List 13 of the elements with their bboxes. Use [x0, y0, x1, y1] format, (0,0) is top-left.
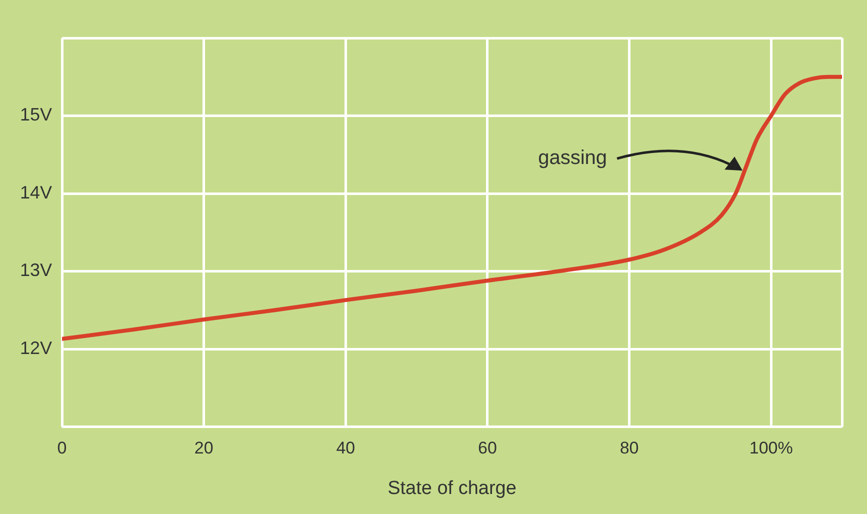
y-tick-label: 12V: [20, 338, 52, 358]
y-tick-label: 13V: [20, 260, 52, 280]
x-tick-label: 60: [478, 438, 497, 458]
x-tick-label: 40: [336, 438, 356, 458]
y-tick-label: 15V: [20, 104, 52, 125]
x-tick-label: 20: [194, 438, 214, 458]
annotation: gassing: [538, 147, 608, 170]
y-tick-label: 14V: [20, 182, 52, 202]
x-axis-title: State of charge: [388, 478, 516, 499]
x-tick-label: 80: [620, 438, 639, 458]
x-tick-label: 100%: [749, 438, 793, 458]
x-tick-label: 0: [57, 438, 67, 458]
line-series: [62, 74, 842, 341]
